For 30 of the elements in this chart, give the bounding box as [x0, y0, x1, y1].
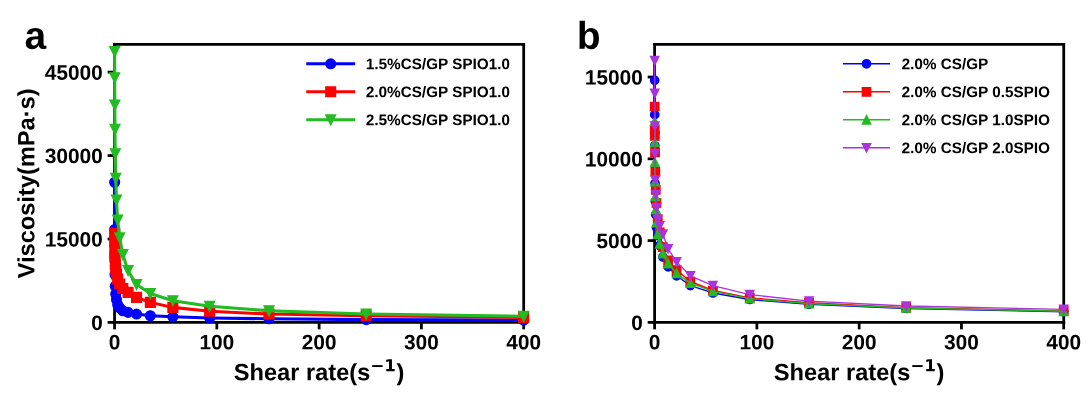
- x-tick-label: 300: [944, 334, 978, 350]
- y-tick-label: 15000: [586, 70, 642, 85]
- x-tick-label: 100: [200, 334, 234, 350]
- x-tick-label: 0: [109, 334, 120, 350]
- x-tick-label: 300: [404, 334, 438, 350]
- legend-label: 2.0% CS/GP 0.5SPIO: [902, 86, 1050, 98]
- y-tick-label: 30000: [45, 148, 102, 164]
- x-axis-title: Shear rate(s$^{−1}$): [774, 359, 944, 386]
- x-tick-label: 200: [842, 334, 876, 350]
- legend-label: 2.5%CS/GP SPIO1.0: [366, 114, 510, 126]
- y-tick-label: 45000: [45, 65, 102, 80]
- x-tick-label: 400: [506, 334, 541, 350]
- chart-title: b: [579, 20, 600, 50]
- x-tick-label: 200: [302, 334, 336, 350]
- x-tick-label: 400: [1046, 334, 1081, 350]
- y-tick-label: 15000: [46, 231, 102, 247]
- legend-label: 2.0% CS/GP: [902, 58, 988, 70]
- x-tick-label: 0: [649, 334, 660, 350]
- x-tick-label: 100: [740, 334, 774, 350]
- legend-label: 1.5%CS/GP SPIO1.0: [366, 58, 510, 70]
- y-tick-label: 0: [91, 315, 102, 331]
- x-axis-title: Shear rate(s$^{−1}$): [234, 359, 404, 386]
- y-axis-title: Viscosity(mPa·s): [17, 89, 40, 279]
- chart-title: a: [25, 27, 47, 50]
- legend-label: 2.0% CS/GP 1.0SPIO: [902, 114, 1050, 126]
- y-tick-label: 5000: [597, 233, 642, 249]
- legend-label: 2.0% CS/GP 2.0SPIO: [902, 142, 1050, 154]
- y-tick-label: 10000: [586, 151, 642, 167]
- legend-label: 2.0%CS/GP SPIO1.0: [366, 86, 510, 98]
- y-tick-label: 0: [632, 315, 642, 331]
